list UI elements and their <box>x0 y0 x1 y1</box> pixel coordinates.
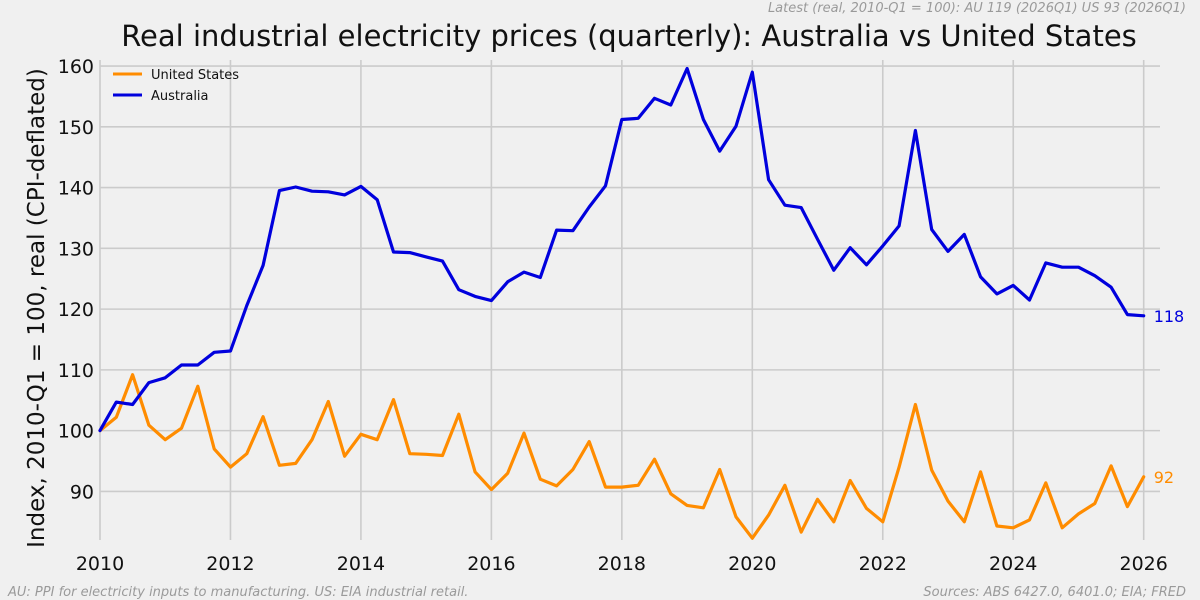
legend-label-au: Australia <box>151 89 209 104</box>
x-tick-2010: 2010 <box>76 553 124 575</box>
latest-note: Latest (real, 2010-Q1 = 100): AU 119 (20… <box>768 1 1186 16</box>
x-tick-2012: 2012 <box>206 553 254 575</box>
x-tick-2018: 2018 <box>598 553 646 575</box>
x-tick-2014: 2014 <box>337 553 385 575</box>
x-tick-2020: 2020 <box>728 553 776 575</box>
y-tick-140: 140 <box>58 178 94 200</box>
chart-title: Real industrial electricity prices (quar… <box>121 19 1137 53</box>
x-gridlines <box>99 60 1145 540</box>
x-tick-labels: 2010 2012 2014 2016 2018 2020 2022 2024 2026 <box>76 553 1168 575</box>
y-tick-100: 100 <box>58 421 94 443</box>
series-line-australia <box>98 66 1146 433</box>
y-tick-150: 150 <box>58 117 94 139</box>
series-line-united-states <box>98 373 1146 540</box>
y-tick-labels: 90 100 110 120 130 140 150 160 <box>58 56 94 503</box>
x-tick-2016: 2016 <box>467 553 515 575</box>
y-axis-label: Index, 2010-Q1 = 100, real (CPI-deflated… <box>24 68 50 548</box>
x-tick-2026: 2026 <box>1120 553 1168 575</box>
x-tick-2022: 2022 <box>859 553 907 575</box>
end-label-australia: 118 <box>1154 307 1185 326</box>
legend-label-us: United States <box>151 68 239 83</box>
series-lines <box>98 66 1146 540</box>
y-tick-130: 130 <box>58 238 94 260</box>
legend: United States Australia <box>113 68 239 104</box>
x-tick-2024: 2024 <box>989 553 1037 575</box>
footnote-right: Sources: ABS 6427.0, 6401.0; EIA; FRED <box>923 585 1186 600</box>
end-labels: 92 118 <box>1154 307 1185 487</box>
y-tick-90: 90 <box>70 481 94 503</box>
y-gridlines <box>100 65 1160 493</box>
y-tick-120: 120 <box>58 299 94 321</box>
end-label-united-states: 92 <box>1154 468 1174 487</box>
y-tick-110: 110 <box>58 360 94 382</box>
y-tick-160: 160 <box>58 56 94 78</box>
footnote-left: AU: PPI for electricity inputs to manufa… <box>7 585 468 600</box>
